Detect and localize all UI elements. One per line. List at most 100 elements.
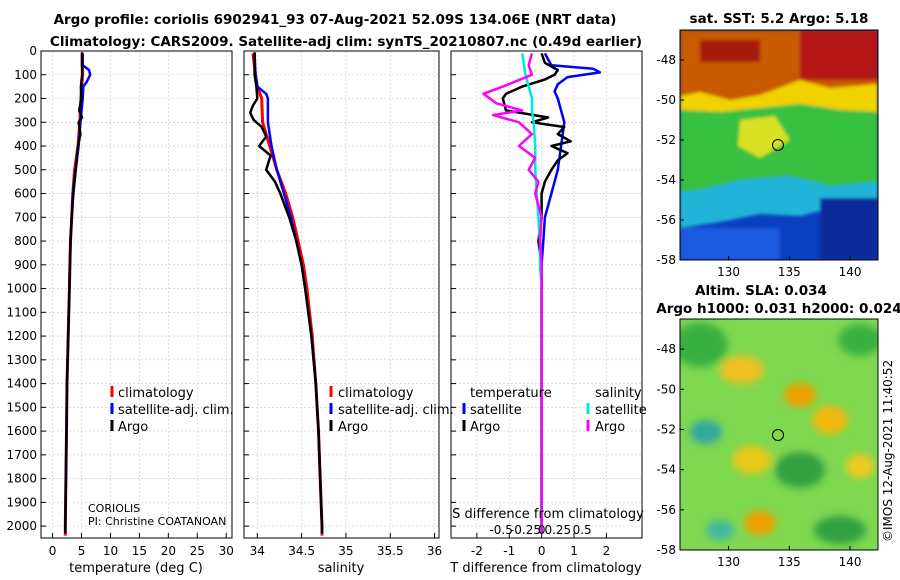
figure-title-line1: Argo profile: coriolis 6902941_93 07-Aug… xyxy=(54,12,617,28)
legend-temperature-header: temperature xyxy=(470,386,552,401)
legend-s-satellite-label: satellite xyxy=(595,403,647,418)
salinity-panel: 34 34.5 35 35.5 36 xyxy=(243,50,442,558)
sst-band-green xyxy=(680,104,878,192)
legend-satellite-label-2: satellite-adj. clim. xyxy=(338,403,454,418)
y-tick-label: 1900 xyxy=(6,495,37,509)
sla-blob-teal-2 xyxy=(706,520,734,540)
map-y-tick-label: -54 xyxy=(656,173,676,187)
map-y-tick-label: -54 xyxy=(656,463,676,477)
map-frame xyxy=(679,29,879,261)
y-tick-label: 1200 xyxy=(6,329,37,343)
x-tick-label: 10 xyxy=(103,544,118,558)
map-y-tick-label: -56 xyxy=(656,213,676,227)
sla-blob-green-3 xyxy=(814,516,866,544)
sla-blob-orange-1 xyxy=(784,383,816,407)
pi-label: PI: Christine COATANOAN xyxy=(88,515,226,528)
sla-map-subtitle: Argo h1000: 0.031 h2000: 0.024 xyxy=(656,301,900,317)
series-group xyxy=(482,52,602,534)
map-x-tick-label: 130 xyxy=(717,265,740,279)
legend-salinity-header: salinity xyxy=(595,386,642,401)
s-tick-label: -0.25 xyxy=(510,523,541,537)
map-y-tick-label: -48 xyxy=(656,53,676,67)
sla-map xyxy=(680,319,878,550)
sst-band-yellow-patch xyxy=(738,116,790,158)
y-tick-label: 500 xyxy=(14,163,37,177)
y-tick-label: 1800 xyxy=(6,472,37,486)
x-tick-label: 1 xyxy=(570,544,578,558)
series-group xyxy=(248,52,324,536)
s-tick-label: 0 xyxy=(538,523,546,537)
map-y-tick-label: -50 xyxy=(656,93,676,107)
legend-s-argo-label: Argo xyxy=(595,420,625,435)
y-tick-label: 1100 xyxy=(6,305,37,319)
x-tick-label: 34 xyxy=(250,544,265,558)
sla-map-axes: 130 135 140 -48 -50 -52 -54 -56 -58 xyxy=(656,318,879,569)
series-line-s-satellite xyxy=(520,53,543,534)
sst-band-red-patch xyxy=(800,30,878,80)
series-line-argo xyxy=(64,52,84,534)
sla-argo-marker xyxy=(772,429,784,441)
map-frame xyxy=(679,318,879,551)
x-tick-label: 2 xyxy=(603,544,611,558)
sst-argo-marker xyxy=(772,139,784,151)
sst-map xyxy=(680,30,878,260)
legend-climatology-label-2: climatology xyxy=(338,386,414,401)
map-y-tick-label: -58 xyxy=(656,543,676,557)
legend-climatology-label: climatology xyxy=(118,386,194,401)
series-group xyxy=(63,52,92,536)
sst-band-blue-sw xyxy=(680,228,780,260)
y-tick-label: 1400 xyxy=(6,377,37,391)
sst-map-title: sat. SST: 5.2 Argo: 5.18 xyxy=(690,11,869,27)
y-tick-label: 700 xyxy=(14,210,37,224)
legend-t-satellite-label: satellite xyxy=(470,403,522,418)
sla-blob-yellow-1 xyxy=(720,356,764,384)
x-tick-label: 0 xyxy=(538,544,546,558)
x-tick-label: -1 xyxy=(503,544,515,558)
map-y-tick-label: -56 xyxy=(656,503,676,517)
y-tick-label: 400 xyxy=(14,139,37,153)
y-tick-label: 1500 xyxy=(6,400,37,414)
x-tick-label: 15 xyxy=(132,544,147,558)
s-tick-label: 0.25 xyxy=(544,523,571,537)
map-y-tick-label: -52 xyxy=(656,133,676,147)
s-tick-label: -0.5 xyxy=(489,523,512,537)
x-tick-label: -2 xyxy=(471,544,483,558)
map-x-tick-label: 135 xyxy=(778,555,801,569)
axes-frame xyxy=(40,50,233,539)
y-tick-label: 2000 xyxy=(6,519,37,533)
sla-blob-green-2 xyxy=(775,452,825,488)
y-tick-label: 1300 xyxy=(6,353,37,367)
coriolis-label: CORIOLIS xyxy=(88,502,140,515)
figure-title-line2: Climatology: CARS2009. Satellite-adj cli… xyxy=(50,34,642,50)
x-tick-label: 25 xyxy=(190,544,205,558)
sst-band-darkblue xyxy=(820,198,878,260)
series-line-argo xyxy=(248,52,324,534)
s-tick-label: 0.5 xyxy=(573,523,592,537)
sla-blob-orange-2 xyxy=(744,511,776,535)
sst-band-red-patch-2 xyxy=(700,40,760,62)
axes-frame xyxy=(450,50,643,539)
y-tick-label: 100 xyxy=(14,68,37,82)
y-tick-label: 900 xyxy=(14,258,37,272)
x-tick-label: 34.5 xyxy=(288,544,315,558)
difference-panel: -2 -1 0 1 2-0.5-0.250 0.25 0.5 xyxy=(450,50,643,558)
sla-blob-yellow-4 xyxy=(846,454,874,478)
y-tick-label: 0 xyxy=(29,44,37,58)
s-difference-label: S difference from climatology xyxy=(452,507,644,522)
x-tick-label: 0 xyxy=(49,544,57,558)
map-y-tick-label: -50 xyxy=(656,382,676,396)
y-tick-label: 300 xyxy=(14,115,37,129)
sla-blob-yellow-2 xyxy=(812,406,848,434)
map-y-tick-label: -48 xyxy=(656,342,676,356)
y-tick-label: 800 xyxy=(14,234,37,248)
difference-legend: temperature salinity satellite Argo sate… xyxy=(462,386,647,435)
series-line-t-argo xyxy=(501,52,573,534)
imos-watermark: ©IMOS 12-Aug-2021 11:40:52 xyxy=(881,360,895,542)
salinity-xlabel: salinity xyxy=(318,561,365,576)
x-tick-label: 35 xyxy=(338,544,353,558)
map-x-tick-label: 140 xyxy=(839,555,862,569)
sst-band-yellow-front xyxy=(680,80,878,112)
legend-t-argo-label: Argo xyxy=(470,420,500,435)
sla-map-title: Altim. SLA: 0.034 xyxy=(695,283,827,299)
